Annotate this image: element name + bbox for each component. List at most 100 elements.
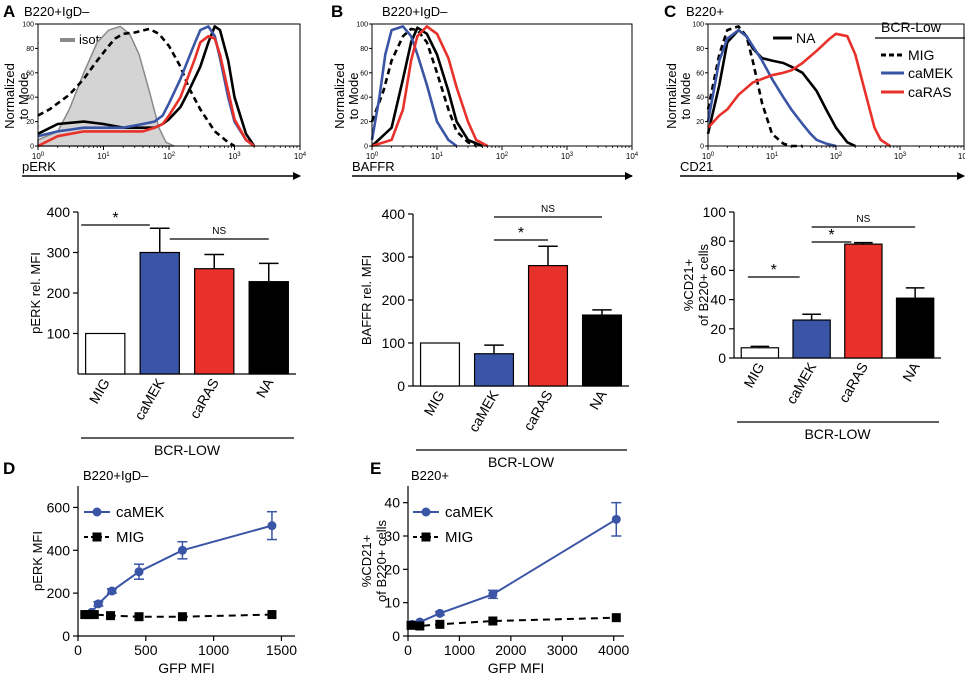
e-line-legend-marker-camek [421,507,431,517]
a-hist-xtick-label: 104 [294,152,307,161]
a-bar-ytick-label: 200 [47,285,71,301]
histogram-b-ylabel-line2: to Mode [346,73,361,120]
c-bar-ylabel: %CD21+ [681,259,696,311]
e-line-point-mig [488,616,498,626]
legend-c-mig-label: MIG [908,47,934,63]
b-bar-bar-camek [473,353,515,387]
a-bar-category-label: caRAS [186,376,222,422]
e-line-ytick-label: 0 [392,628,400,644]
c-bar-significance-label: NS [856,214,870,225]
c-bar-bar-camek [792,319,831,359]
a-hist-xtick-label: 100 [32,152,45,161]
e-line-legend-label-camek: caMEK [445,504,493,521]
c-hist-xtick-label: 100 [702,152,715,161]
histogram-a-ylabel-line2: to Mode [16,73,31,120]
c-hist-series-camek [706,28,837,148]
b-bar-bar-mig [419,342,461,387]
panel-label-d: D [3,459,15,478]
d-line-point-mig [89,610,99,620]
e-line-point-camek [435,608,445,618]
b-hist-series-mig [370,27,477,148]
b-bar-bar-na [581,314,623,387]
panel-d-subtitle: B220+IgD– [83,468,149,483]
b-bar-ytick-label: 0 [397,378,405,394]
a-bar-category-label: MIG [86,376,113,407]
b-bar-category-label: caRAS [520,388,556,434]
e-line-ytick-label: 10 [384,595,400,611]
e-line-point-mig [435,619,445,629]
b-hist-ytick-label: 100 [356,22,368,29]
e-line-legend-marker-mig [421,532,431,542]
a-hist-series-mig [37,27,236,148]
d-line-ylabel: pERK MFI [30,531,45,591]
e-line-xtick-label: 0 [404,642,412,658]
a-bar-ytick-label: 400 [47,204,71,220]
legend-c-title: BCR-Low [881,19,942,35]
histogram-b: Normalized to Mode 0 20 40 60 80 100 100 101 102… [332,22,639,180]
b-hist-ytick-label: 0 [364,144,368,151]
c-hist-ytick-label: 0 [700,144,704,151]
b-hist-ytick-label: 60 [360,70,368,77]
panel-label-e: E [370,459,381,478]
legend-c-camek-label: caMEK [908,65,954,81]
b-hist-series-na [371,26,483,148]
d-line-point-camek [267,521,277,531]
d-line-xlabel: GFP MFI [158,660,215,676]
c-bar-bar-mig [740,347,780,359]
panel-b-subtitle: B220+IgD– [382,4,448,19]
panel-label-c: C [664,2,676,21]
c-bar-ytick-label: 60 [710,262,726,278]
d-line-point-camek [93,599,103,609]
a-bar-ytick-label: 100 [47,326,71,342]
a-hist-xtick-label: 103 [228,152,241,161]
c-bar-category-label: MIG [740,360,767,391]
e-line-series-camek [411,518,617,626]
d-line-xtick-label: 0 [74,642,82,658]
e-line-ytick-label: 20 [384,561,400,577]
bar-chart-c: 0 20 40 60 80 100 %CD21+ of B220+ cells MIG caMEK… [681,204,941,442]
b-bar-category-label: caMEK [465,387,502,435]
b-bar-significance-label: NS [541,204,555,215]
b-hist-xlabel: BAFFR [352,159,395,174]
a-hist-ytick-label: 0 [30,144,34,151]
a-hist-ytick-label: 20 [26,119,34,126]
e-line-xtick-label: 2000 [495,642,526,658]
a-hist-xtick-label: 102 [163,152,176,161]
c-bar-ytick-label: 100 [703,204,727,220]
c-hist-xtick-label: 104 [958,152,965,161]
d-line-point-camek [134,567,144,577]
b-hist-xtick-label: 103 [561,152,574,161]
d-line-legend-label-mig: MIG [116,529,144,546]
a-hist-ytick-label: 40 [26,95,34,102]
bar-chart-b: 0 100 200 300 400 BAFFR rel. MFI MIG caMEK caRAS… [359,204,629,470]
e-line-point-mig [611,613,621,623]
c-bar-bar-caras [844,243,883,359]
legend-c-caras-label: caRAS [908,84,952,100]
b-hist-ytick-label: 80 [360,46,368,53]
panel-a-subtitle: B220+IgD– [24,4,90,19]
c-hist-series-na [706,28,856,148]
a-bar-significance-label: NS [212,226,226,237]
c-hist-xtick-label: 101 [766,152,779,161]
e-line-legend-label-mig: MIG [445,529,473,546]
a-bar-bar-na [248,281,289,375]
d-line-legend-marker-mig [92,532,102,542]
c-bar-ytick-label: 0 [718,350,726,366]
b-hist-xtick-label: 104 [626,152,639,161]
a-bar-category-label: caMEK [131,375,168,423]
a-bar-group-label: BCR-LOW [154,442,221,458]
a-hist-ytick-label: 80 [26,46,34,53]
a-bar-ylabel: pERK rel. MFI [28,252,43,334]
b-bar-category-label: MIG [421,388,448,419]
e-line-point-mig [415,621,425,631]
d-line-xtick-label: 1500 [266,642,297,658]
a-bar-ytick-label: 300 [47,245,71,261]
d-line-legend-label-camek: caMEK [116,504,164,521]
b-hist-series-camek [370,25,458,148]
c-bar-significance-label: * [828,227,834,244]
b-hist-xtick-label: 100 [366,152,379,161]
a-bar-significance-label: * [112,210,118,227]
na-legend-label: NA [796,30,816,46]
e-line-ytick-label: 30 [384,528,400,544]
d-line-ytick-label: 0 [62,628,70,644]
